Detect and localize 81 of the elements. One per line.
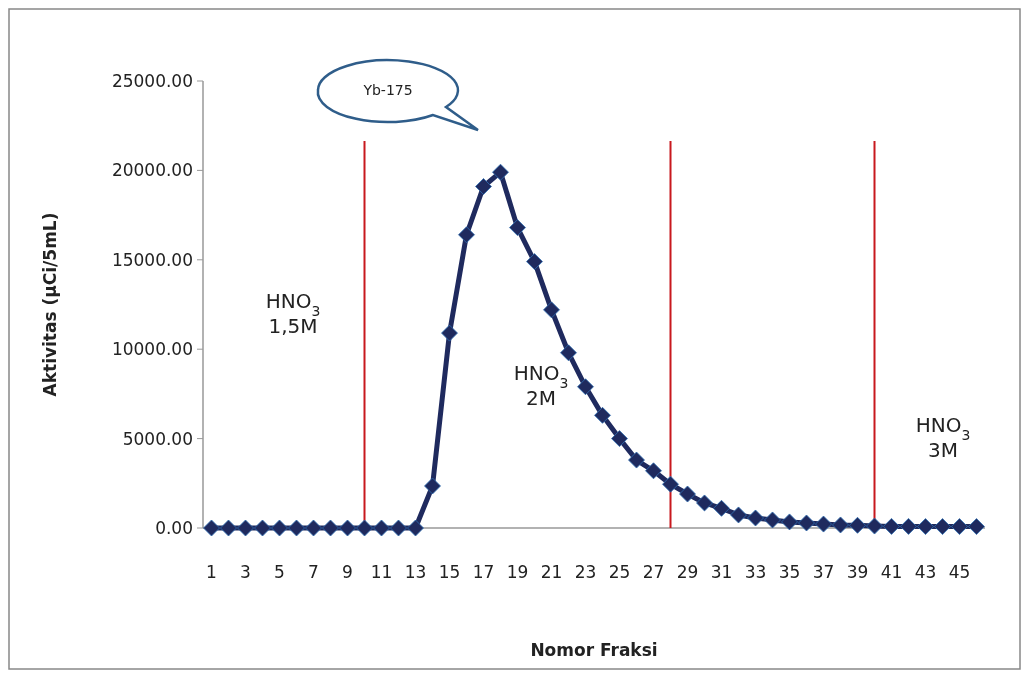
point [696, 494, 713, 512]
point [543, 301, 560, 319]
point [560, 344, 577, 362]
point [730, 506, 747, 524]
point [441, 324, 458, 342]
x-tick-label: 7 [308, 562, 319, 582]
point [305, 519, 322, 537]
annotation: HNO$_{3}$ 3M [915, 413, 971, 462]
x-tick-label: 27 [642, 562, 665, 582]
point [390, 519, 407, 537]
x-tick-label: 41 [880, 562, 903, 582]
x-tick-label: 17 [472, 562, 495, 582]
point [271, 519, 288, 537]
x-tick-label: 5 [274, 562, 285, 582]
x-tick-label: 43 [914, 562, 937, 582]
point [679, 485, 696, 503]
point [832, 516, 849, 534]
point [254, 519, 271, 537]
point [764, 511, 781, 529]
point [866, 517, 883, 535]
y-tick-label: 25000.00 [111, 70, 193, 91]
point [203, 519, 220, 537]
point [373, 519, 390, 537]
point [220, 519, 237, 537]
y-tick-label: 10000.00 [111, 339, 193, 360]
point [577, 378, 594, 396]
x-tick-label: 11 [370, 562, 393, 582]
point [798, 514, 815, 532]
point [509, 219, 526, 237]
x-tick-label: 9 [342, 562, 353, 582]
point [713, 499, 730, 517]
point [407, 519, 424, 537]
point [968, 518, 985, 535]
point [356, 519, 373, 537]
point [594, 406, 611, 424]
x-tick-label: 35 [778, 562, 801, 582]
point [645, 462, 662, 480]
x-tick-label: 21 [540, 562, 563, 582]
y-axis-title: Aktivitas (µCi/5mL) [40, 212, 60, 397]
point [526, 253, 543, 270]
point [628, 451, 645, 469]
y-tick-label: 20000.00 [111, 160, 193, 181]
point [237, 519, 254, 537]
x-tick-label: 29 [676, 562, 699, 582]
point [900, 517, 917, 535]
y-tick-label: 15000.00 [111, 249, 193, 270]
point [611, 430, 628, 447]
point [322, 519, 339, 537]
x-tick-label: 15 [438, 562, 461, 582]
x-tick-label: 13 [404, 562, 427, 582]
y-tick-label: 0.00 [155, 517, 193, 538]
point [475, 178, 492, 195]
x-tick-label: 33 [744, 562, 767, 582]
point [883, 517, 900, 535]
x-tick-label: 19 [506, 562, 529, 582]
point [662, 475, 679, 493]
x-tick-label: 1 [206, 562, 217, 582]
x-tick-label: 31 [710, 562, 733, 582]
point [917, 518, 934, 535]
point [424, 477, 441, 495]
x-tick-label: 25 [608, 562, 631, 582]
point [815, 515, 832, 533]
x-tick-label: 3 [240, 562, 251, 582]
x-tick-label: 37 [812, 562, 835, 582]
y-tick-label: 5000.00 [122, 428, 193, 449]
annotation: Yb-175 [362, 82, 413, 98]
annotation: HNO$_{3}$ 1,5M [265, 289, 321, 338]
annotation: HNO$_{3}$ 2M [513, 361, 569, 410]
x-tick-label: 23 [574, 562, 597, 582]
point [849, 516, 866, 534]
x-tick-label: 39 [846, 562, 869, 582]
point [951, 518, 968, 535]
x-tick-label: 45 [948, 562, 971, 582]
point [339, 519, 356, 537]
point [781, 513, 798, 531]
point [934, 518, 951, 535]
point [492, 163, 509, 181]
x-axis-title: Nomor Fraksi [530, 640, 658, 660]
point [288, 519, 305, 537]
point [458, 226, 475, 244]
point [747, 509, 764, 527]
